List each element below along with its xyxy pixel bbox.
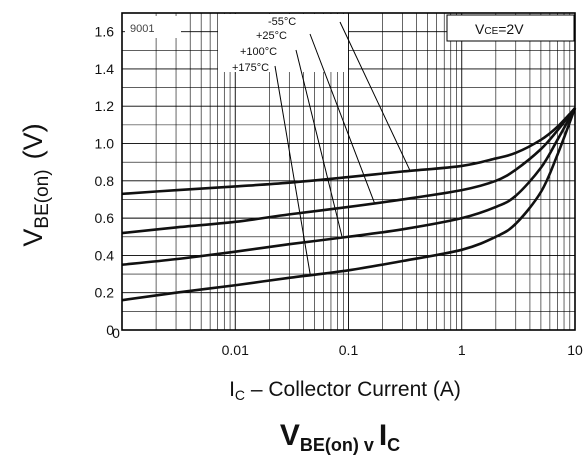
legend-label: +25°C — [256, 30, 287, 42]
condition-box — [446, 14, 575, 42]
condition-rest: =2V — [498, 21, 524, 37]
series-line — [121, 107, 577, 267]
y-axis-title-main: V — [18, 229, 48, 247]
chart-title-main: V — [280, 419, 300, 452]
x-axis-title-rest: – Collector Current (A) — [245, 378, 461, 401]
y-axis-title-unit: (V) — [18, 123, 48, 159]
series-lines — [121, 21, 577, 302]
x-tick-label: 0.1 — [339, 342, 359, 358]
y-tick-label: 0 — [106, 322, 114, 338]
legend-label: +175°C — [232, 62, 269, 74]
legend-leader-line — [295, 49, 343, 238]
y-tick-label: 0.8 — [95, 173, 115, 189]
y-tick-label: 1.2 — [95, 98, 115, 114]
x-axis-title-main: I — [229, 378, 235, 401]
legend-box — [218, 14, 348, 72]
chart-title-sub: BE(on) — [300, 435, 359, 455]
y-tick-label: 0.4 — [95, 247, 115, 263]
x-tick-label: 0 — [112, 325, 120, 341]
chart-id-label: 9001 — [130, 23, 154, 35]
legend: -55°C +25°C +100°C +175°C — [125, 14, 575, 74]
x-tick-label: 1 — [458, 342, 466, 358]
legend-leader-line — [274, 65, 311, 276]
chart-title-main2: I — [379, 419, 387, 452]
chart-title-mid: v — [359, 435, 379, 455]
y-tick-label: 1.6 — [95, 24, 115, 40]
chart-id-box — [125, 16, 181, 38]
y-tick-label: 0.2 — [95, 285, 115, 301]
x-tick-labels: 0 0.01 0.1 1 10 — [112, 325, 583, 358]
y-tick-label: 1.4 — [95, 61, 115, 77]
y-tick-label: 0.6 — [95, 210, 115, 226]
test-condition-label: VCE=2V — [475, 21, 524, 37]
y-axis-title-sub: BE(on) — [32, 169, 53, 228]
y-tick-label: 1.0 — [95, 136, 115, 152]
chart-title: VBE(on) v IC — [280, 419, 400, 455]
x-axis-title-sub: C — [235, 387, 245, 403]
grid — [122, 13, 575, 330]
series-line — [121, 107, 577, 235]
x-axis-title: IC – Collector Current (A) — [229, 378, 461, 403]
legend-label: +100°C — [240, 46, 277, 58]
series-line — [121, 107, 576, 196]
x-tick-label: 0.01 — [222, 342, 249, 358]
series-line — [121, 107, 577, 302]
condition-sub: CE — [484, 26, 498, 37]
chart-title-sub2: C — [387, 435, 400, 455]
y-axis-title: VBE(on) (V) — [18, 123, 53, 246]
y-tick-labels: 0 0.2 0.4 0.6 0.8 1.0 1.2 1.4 1.6 — [95, 24, 115, 338]
plot-frame — [121, 12, 576, 331]
legend-leader-line — [339, 21, 411, 171]
x-tick-label: 10 — [567, 342, 583, 358]
legend-label: -55°C — [268, 16, 296, 28]
condition-main: V — [475, 21, 485, 37]
